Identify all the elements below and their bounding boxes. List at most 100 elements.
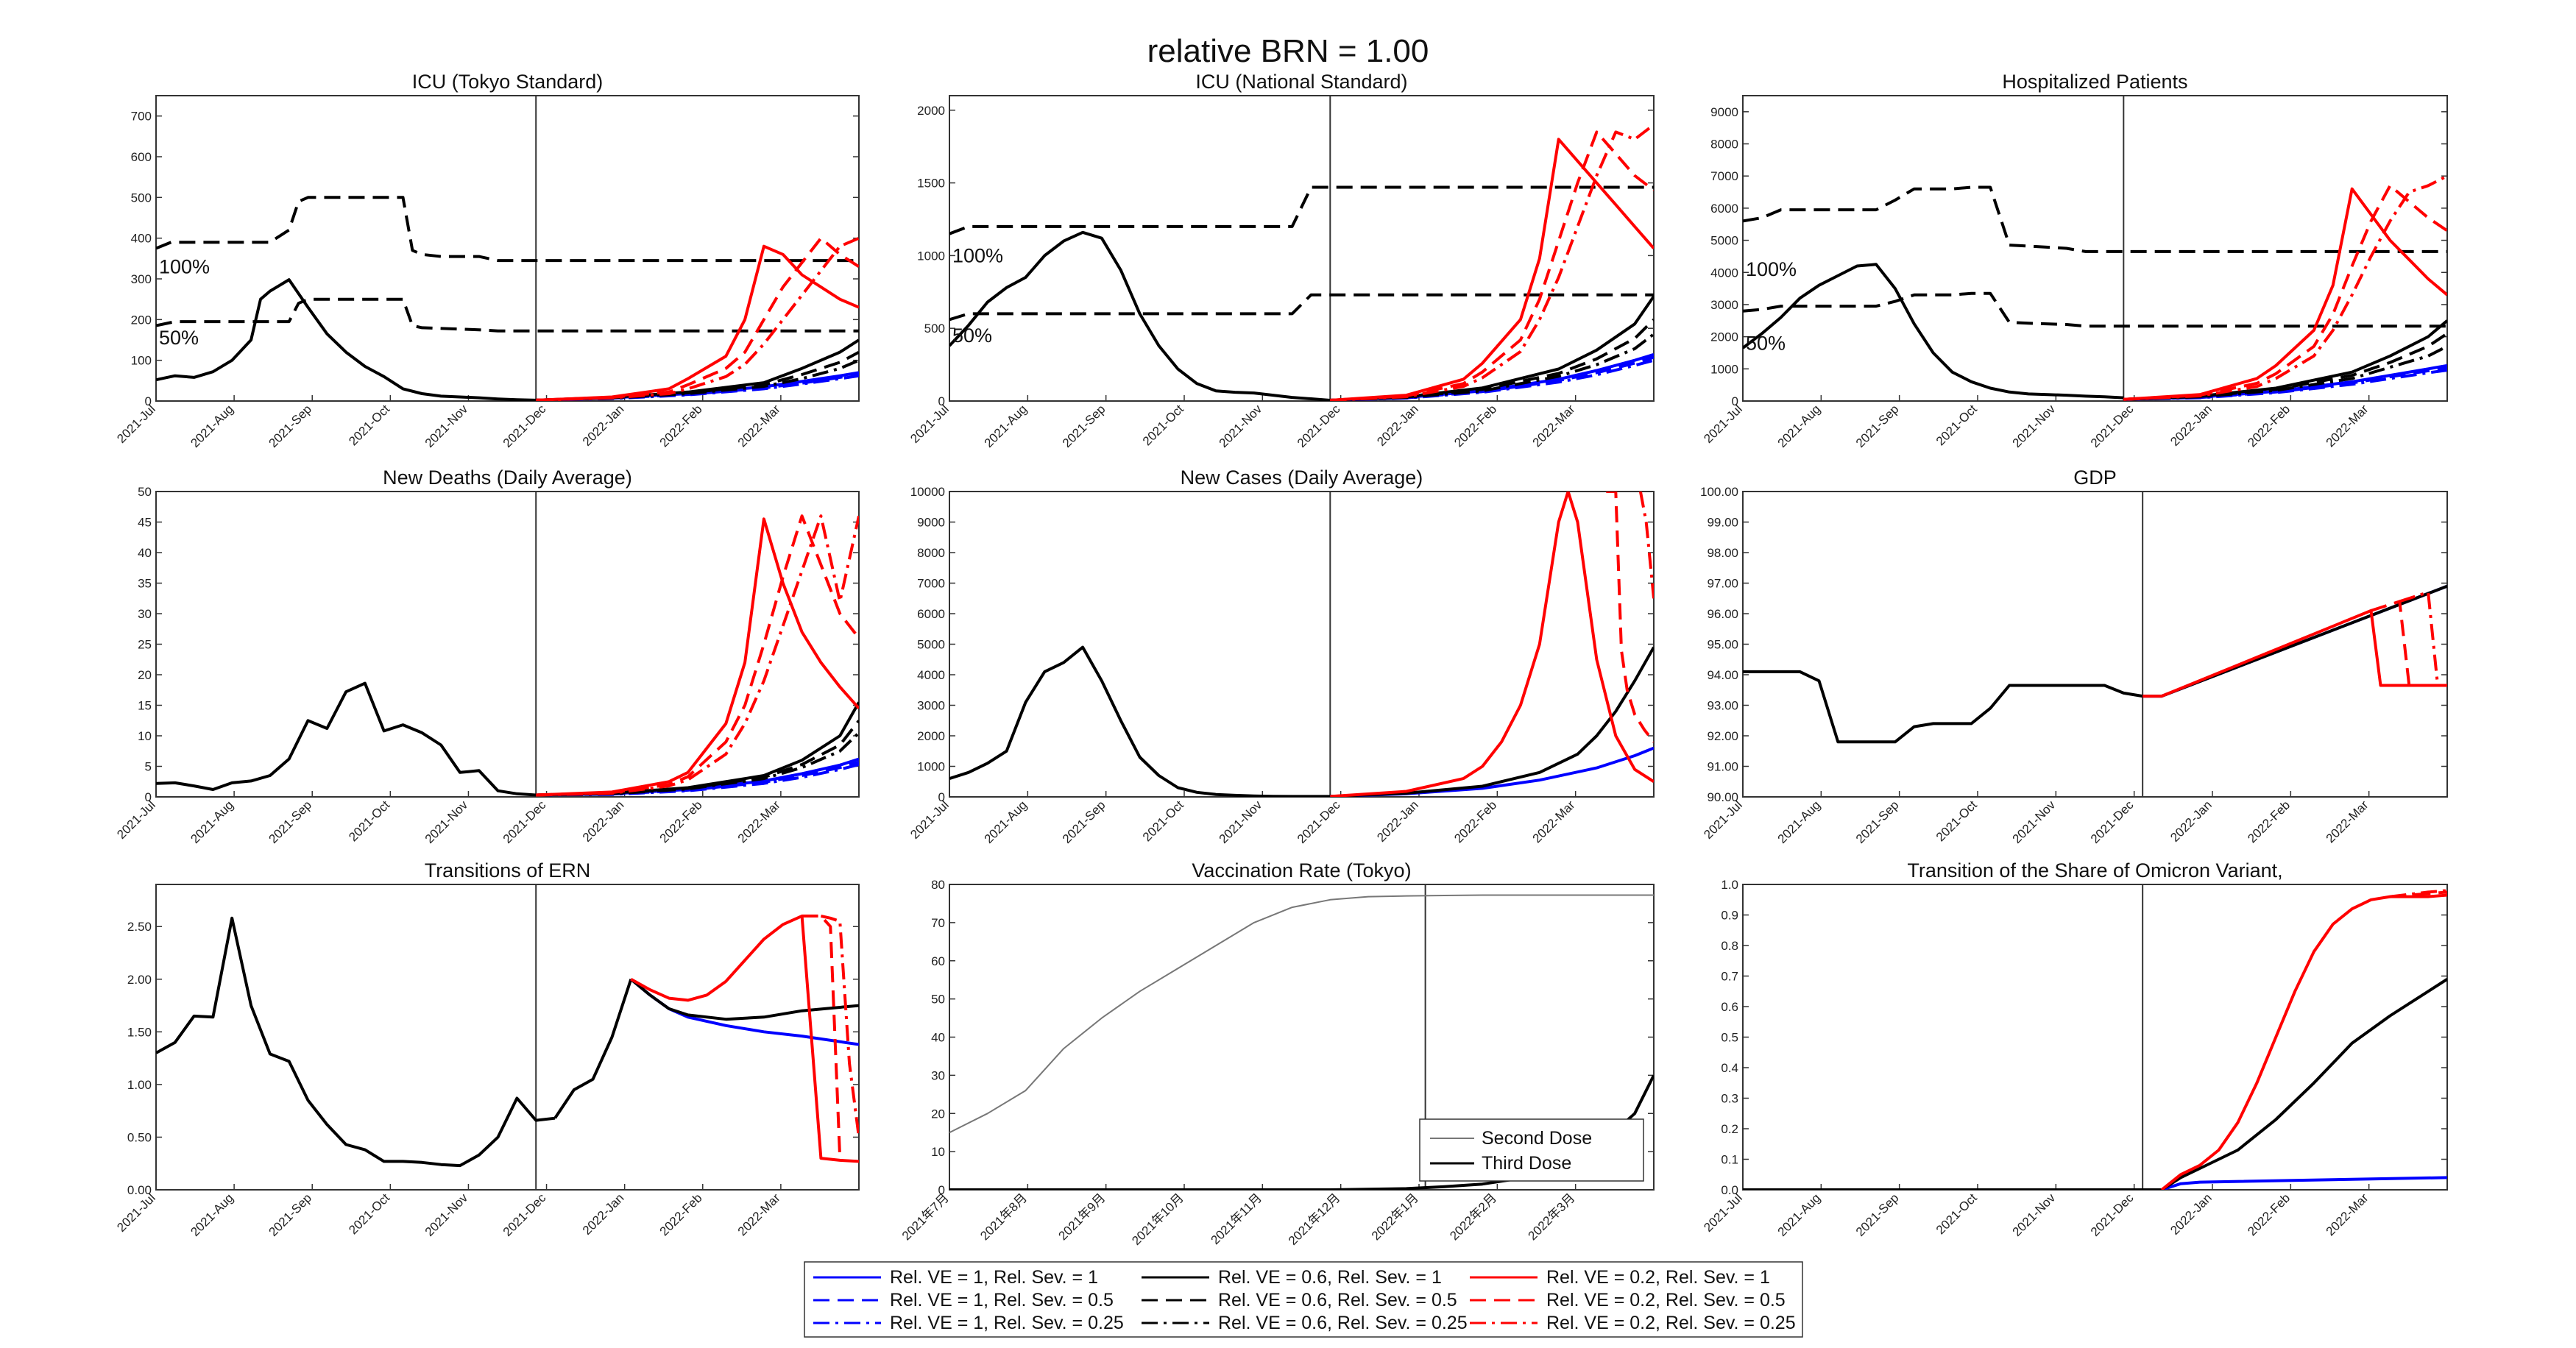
- y-tick-label: 80: [931, 878, 945, 892]
- y-tick-label: 0.50: [127, 1130, 152, 1144]
- x-tick-label: 2021-Jul: [1701, 402, 1745, 446]
- y-tick-label: 10: [931, 1145, 945, 1159]
- y-tick-label: 70: [931, 916, 945, 930]
- x-tick-label: 2022-Jan: [2168, 402, 2215, 449]
- series-group: [949, 123, 1654, 401]
- x-tick-label: 2021-Jul: [114, 402, 158, 446]
- series-line: [1330, 123, 1654, 401]
- y-tick-label: 2000: [917, 104, 945, 118]
- plot-area: [949, 95, 1655, 402]
- chart-title: Transitions of ERN: [425, 859, 591, 881]
- x-tick-label: 2022-Jan: [1374, 402, 1421, 449]
- x-tick-label: 2022-Feb: [657, 402, 705, 450]
- x-tick-label: 2021-Oct: [346, 402, 392, 448]
- x-tick-label: 2021年12月: [1286, 1191, 1343, 1248]
- x-tick-label: 2022-Jan: [2168, 798, 2215, 845]
- y-tick-label: 15: [138, 699, 152, 713]
- y-tick-label: 4000: [1710, 266, 1738, 280]
- x-tick-label: 2021-Oct: [346, 1191, 392, 1237]
- y-tick-label: 10000: [910, 485, 945, 499]
- y-tick-label: 9000: [1710, 105, 1738, 119]
- x-tick-label: 2021-Aug: [1775, 402, 1824, 450]
- y-tick-label: 40: [138, 546, 152, 560]
- y-tick-label: 0.5: [1721, 1031, 1738, 1045]
- x-tick-label: 2021-Jul: [1701, 1191, 1745, 1235]
- x-tick-label: 2021-Sep: [266, 402, 314, 450]
- capacity-annotation: 100%: [159, 255, 210, 277]
- x-tick-label: 2021-Aug: [188, 1191, 236, 1239]
- x-tick-label: 2021-Aug: [1775, 1191, 1824, 1239]
- y-tick-label: 0.6: [1721, 1000, 1738, 1014]
- series-line: [949, 645, 1331, 797]
- y-tick-label: 30: [931, 1068, 945, 1082]
- legend-label: Rel. VE = 1, Rel. Sev. = 0.5: [890, 1290, 1114, 1310]
- capacity-annotation: 100%: [1746, 258, 1797, 280]
- x-tick-label: 2021年9月: [1056, 1191, 1108, 1243]
- chart-icu_tokyo: ICU (Tokyo Standard) 0 100 200 300 400 500 600 7…: [114, 71, 860, 450]
- x-tick-label: 2021-Oct: [1933, 1191, 1980, 1237]
- x-tick-label: 2022-Feb: [1451, 402, 1499, 450]
- x-tick-label: 2022-Feb: [2245, 1191, 2293, 1238]
- x-tick-label: 2022-Feb: [2245, 402, 2293, 450]
- capacity-annotation: 50%: [1746, 332, 1786, 354]
- series-line: [2390, 889, 2447, 898]
- y-tick-label: 6000: [1710, 202, 1738, 216]
- chart-legend: [1419, 1118, 1644, 1182]
- chart-title: New Cases (Daily Average): [1181, 467, 1423, 489]
- y-tick-label: 25: [138, 638, 152, 652]
- legend-label: Rel. VE = 1, Rel. Sev. = 0.25: [890, 1313, 1124, 1333]
- x-tick-label: 2022-Jan: [2168, 1191, 2215, 1238]
- y-tick-label: 2.50: [127, 920, 152, 934]
- x-tick-label: 2021-Aug: [188, 798, 236, 846]
- x-tick-label: 2022-Mar: [735, 798, 783, 845]
- x-tick-label: 2021-Aug: [188, 402, 236, 450]
- x-tick-label: 2022-Mar: [1530, 798, 1578, 845]
- series-line: [536, 236, 859, 401]
- y-tick-label: 100: [131, 354, 152, 368]
- series-group: [949, 492, 1654, 797]
- y-tick-label: 600: [131, 150, 152, 164]
- series-line: [2370, 600, 2447, 687]
- series-line: [156, 916, 556, 1168]
- y-tick-label: 93.00: [1707, 699, 1738, 713]
- x-tick-label: 2021年11月: [1208, 1191, 1264, 1247]
- x-tick-label: 2021-Jul: [114, 798, 158, 842]
- series-line: [2160, 978, 2447, 1190]
- y-tick-label: 0: [1732, 394, 1738, 408]
- y-tick-label: 40: [931, 1031, 945, 1045]
- y-tick-label: 7000: [1710, 169, 1738, 183]
- series-line: [1606, 492, 1654, 743]
- y-tick-label: 4000: [917, 668, 945, 682]
- series-line: [536, 514, 859, 797]
- x-tick-label: 2021-Nov: [1217, 798, 1265, 846]
- chart-ern: Transitions of ERN 0.00 0.50 1.00 1.50 2.00 2.…: [114, 859, 860, 1239]
- x-tick-label: 2021-Dec: [1295, 798, 1343, 846]
- series-line: [1330, 138, 1654, 401]
- y-tick-label: 60: [931, 954, 945, 968]
- x-tick-label: 2021-Sep: [1060, 798, 1108, 846]
- x-tick-label: 2021-Oct: [1140, 798, 1186, 844]
- series-line: [2123, 184, 2447, 401]
- x-tick-label: 2021-Nov: [2010, 402, 2059, 450]
- x-tick-label: 2021年7月: [899, 1191, 952, 1243]
- y-tick-label: 6000: [917, 607, 945, 621]
- chart-title: Vaccination Rate (Tokyo): [1192, 859, 1411, 881]
- x-tick-label: 2021-Jul: [907, 402, 952, 446]
- x-tick-label: 2021年8月: [977, 1191, 1030, 1243]
- x-tick-label: 2021-Oct: [1140, 402, 1186, 448]
- series-group: [1743, 174, 2447, 401]
- y-tick-label: 0.7: [1721, 970, 1738, 984]
- x-tick-label: 2022年3月: [1526, 1191, 1578, 1243]
- legend-label: Second Dose: [1482, 1128, 1592, 1149]
- x-tick-label: 2021-Sep: [1853, 798, 1902, 846]
- y-tick-label: 30: [138, 607, 152, 621]
- y-tick-label: 8000: [1710, 138, 1738, 152]
- legend-box: [804, 1261, 1803, 1338]
- y-tick-label: 9000: [917, 516, 945, 530]
- series-line: [1638, 492, 1654, 599]
- series-line: [2399, 590, 2447, 687]
- legend-label: Rel. VE = 0.2, Rel. Sev. = 1: [1546, 1267, 1770, 1288]
- chart-hospitalized: Hospitalized Patients 0 1000 2000 3000 4000 50…: [1701, 71, 2448, 450]
